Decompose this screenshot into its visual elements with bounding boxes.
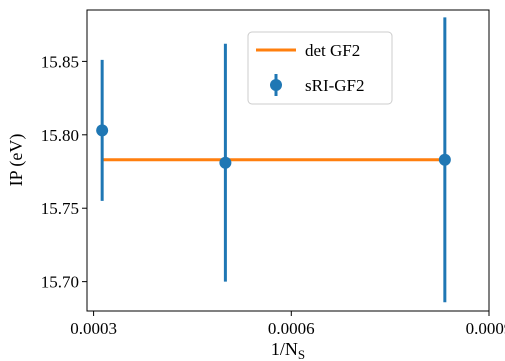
- y-tick-label: 15.85: [41, 52, 79, 71]
- srigf2-point: [438, 153, 451, 166]
- x-axis-label: 1/NS: [271, 339, 305, 361]
- plot-frame: [86, 9, 490, 312]
- y-tick-label: 15.80: [41, 126, 79, 145]
- srigf2-point: [219, 156, 232, 169]
- y-axis-ticks: 15.70 15.75 15.80 15.85: [41, 52, 87, 292]
- x-tick-label: 0.0006: [268, 319, 315, 338]
- srigf2-point: [96, 124, 109, 137]
- y-axis-label: IP (eV): [6, 134, 27, 187]
- legend-marker-srigf2: [270, 79, 282, 91]
- legend-label-srigf2: sRI-GF2: [305, 76, 365, 95]
- legend: det GF2 sRI-GF2: [247, 31, 393, 105]
- x-axis-ticks: 0.0003 0.0006 0.0009: [70, 311, 505, 338]
- series-layer: [96, 17, 451, 303]
- legend-label-det-gf2: det GF2: [305, 41, 360, 60]
- x-axis-label-subscript: S: [298, 347, 305, 361]
- x-axis-label-main: 1/N: [271, 339, 298, 359]
- y-tick-label: 15.75: [41, 199, 79, 218]
- y-tick-label: 15.70: [41, 273, 79, 292]
- x-tick-label: 0.0009: [466, 319, 505, 338]
- x-tick-label: 0.0003: [70, 319, 117, 338]
